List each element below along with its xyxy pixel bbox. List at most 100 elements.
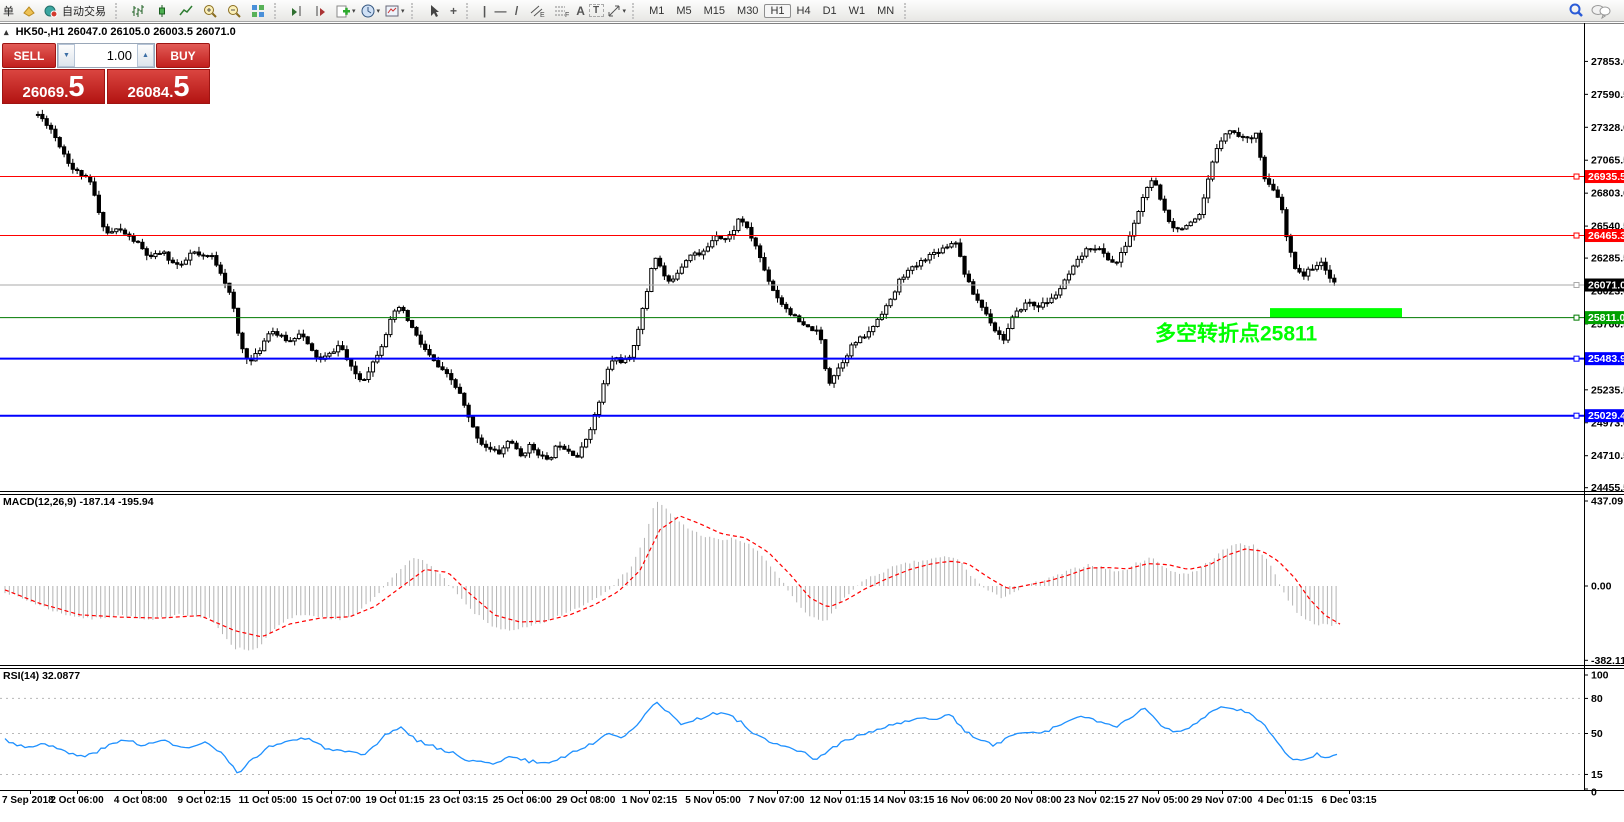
horizontal-price-lines[interactable]: 26935.5 26465.3 26071.0 25811.0 25483.9 25029…	[0, 170, 1624, 423]
timeframe-button-m1[interactable]: M1	[649, 4, 665, 17]
svg-text:25483.9: 25483.9	[1588, 353, 1624, 365]
clock-icon	[361, 4, 375, 17]
svg-text:0.00: 0.00	[1591, 581, 1612, 593]
chevron-down-icon[interactable]: ▾	[401, 7, 405, 15]
time-axis-tick	[713, 791, 714, 794]
macd-pane: MACD(12,26,9) -187.14 -195.94 437.09 0.00 -…	[3, 495, 1624, 666]
arrows-tool-button[interactable]: ▾	[604, 1, 629, 21]
toolbar-separator	[115, 2, 122, 19]
svg-text:25029.4: 25029.4	[1588, 410, 1624, 422]
one-click-trading-panel: SELL ▼ ▲ BUY 26069.5 26084.5	[2, 43, 210, 104]
svg-text:100: 100	[1591, 670, 1609, 682]
auto-scroll-icon[interactable]	[285, 1, 309, 21]
timeframe-button-h1[interactable]: H1	[764, 3, 791, 18]
timeframe-button-d1[interactable]: D1	[822, 4, 837, 17]
time-axis-tick	[1031, 791, 1032, 794]
templates-button[interactable]: ▾	[382, 1, 407, 21]
toolbar-right-group	[1564, 1, 1614, 21]
time-axis-label: 6 Dec 03:15	[1321, 795, 1377, 806]
vertical-line-tool-icon[interactable]: |	[482, 3, 487, 18]
fibonacci-tool-icon[interactable]: F	[549, 1, 573, 21]
time-axis-label: 27 Nov 05:00	[1127, 795, 1189, 806]
svg-text:26071.0: 26071.0	[1588, 280, 1624, 292]
price-axis-ticks: 27853.027590.527328.027065.526803.026540…	[1584, 56, 1624, 494]
time-axis-label: 23 Oct 03:15	[429, 795, 489, 806]
chat-icon[interactable]	[1588, 1, 1614, 21]
chart-canvas[interactable]: 27853.027590.527328.027065.526803.026540…	[0, 23, 1624, 822]
time-axis-label: 16 Nov 06:00	[936, 795, 998, 806]
periods-button[interactable]: ▾	[358, 1, 383, 21]
timeframe-button-w1[interactable]: W1	[848, 4, 866, 17]
search-icon[interactable]	[1564, 1, 1588, 21]
zoom-out-icon[interactable]	[222, 1, 246, 21]
svg-text:0: 0	[1591, 787, 1597, 799]
autotrading-button[interactable]: 自动交易	[41, 1, 111, 21]
volume-decrease-button[interactable]: ▼	[58, 44, 75, 67]
cursor-icon[interactable]	[422, 1, 446, 21]
timeframe-button-m30[interactable]: M30	[737, 4, 759, 17]
time-axis-label: 9 Oct 02:15	[177, 795, 231, 806]
chevron-down-icon[interactable]: ▾	[622, 7, 627, 15]
time-axis-label: 25 Oct 06:00	[492, 795, 552, 806]
timeframe-button-h4[interactable]: H4	[796, 4, 811, 17]
time-axis-tick	[77, 791, 78, 794]
svg-text:26285.5: 26285.5	[1591, 253, 1624, 265]
timeframe-button-m15[interactable]: M15	[703, 4, 726, 17]
trend-highlight[interactable]	[1270, 308, 1402, 318]
chart-shift-icon[interactable]	[309, 1, 333, 21]
trendline-tool-icon[interactable]: /	[514, 3, 519, 18]
svg-text:26803.0: 26803.0	[1591, 188, 1624, 200]
rsi-label: RSI(14) 32.0877	[3, 670, 80, 682]
toolbar-separator	[465, 2, 473, 19]
svg-text:F: F	[565, 12, 569, 19]
new-order-icon[interactable]	[17, 1, 41, 21]
time-axis-tick	[204, 791, 206, 794]
timeframe-button-mn[interactable]: MN	[877, 4, 895, 17]
candlestick-chart-icon[interactable]	[150, 1, 174, 21]
volume-increase-button[interactable]: ▲	[137, 44, 154, 67]
time-axis-tick	[903, 791, 905, 794]
buy-price-button[interactable]: 26084. 5	[107, 69, 210, 104]
tile-windows-icon[interactable]	[246, 1, 270, 21]
buy-button[interactable]: BUY	[156, 43, 210, 68]
horizontal-line-tool-icon[interactable]: —	[494, 3, 507, 18]
chevron-down-icon[interactable]: ▾	[352, 7, 356, 15]
sell-price-main: 26069	[22, 84, 65, 101]
volume-input[interactable]	[75, 44, 137, 67]
sell-price-button[interactable]: 26069. 5	[2, 69, 105, 104]
toolbar-separator	[410, 2, 418, 19]
bar-chart-icon[interactable]	[126, 1, 150, 21]
timeframe-button-m5[interactable]: M5	[676, 4, 692, 17]
time-axis-label: 4 Oct 08:00	[113, 795, 168, 806]
annotation-text[interactable]: 多空转折点25811	[1155, 322, 1318, 346]
time-axis-label: 12 Nov 01:15	[809, 795, 871, 806]
text-tool-icon[interactable]: A	[576, 3, 585, 18]
new-order-label[interactable]: 单	[3, 5, 14, 18]
indicators-button[interactable]: ▾	[333, 1, 358, 21]
zoom-in-icon[interactable]	[198, 1, 222, 21]
equidistant-channel-tool-icon[interactable]: E	[525, 1, 549, 21]
time-axis: 7 Sep 2018 2 Oct 06:00 4 Oct 08:00 9 Oct 02…	[0, 790, 1624, 822]
time-axis-tick	[1349, 791, 1350, 794]
candlesticks	[35, 109, 1337, 461]
time-axis-tick	[1221, 791, 1223, 794]
time-axis-label: 7 Nov 07:00	[748, 795, 805, 806]
svg-text:-382.11: -382.11	[1591, 655, 1624, 667]
sell-button[interactable]: SELL	[2, 43, 56, 68]
timeframe-toolbar: M1 M5 M15 M30 H1 H4 D1 W1 MN	[643, 3, 900, 18]
trade-panel-collapse-icon[interactable]: ▴	[4, 27, 9, 37]
text-label-tool-icon[interactable]: T	[588, 4, 604, 17]
volume-box: ▼ ▲	[57, 43, 155, 68]
buy-price-dot: .	[169, 84, 174, 101]
time-axis-tick	[1094, 791, 1096, 794]
toolbar-separator	[904, 2, 911, 19]
time-axis-tick	[967, 791, 969, 794]
crosshair-icon[interactable]: +	[450, 3, 458, 18]
chevron-down-icon[interactable]: ▾	[376, 7, 381, 15]
line-chart-icon[interactable]	[174, 1, 198, 21]
macd-label: MACD(12,26,9) -187.14 -195.94	[3, 496, 154, 508]
time-axis-tick	[30, 791, 31, 794]
toolbar-separator	[274, 2, 281, 19]
svg-text:27590.5: 27590.5	[1591, 89, 1624, 101]
svg-text:24455.5: 24455.5	[1591, 482, 1624, 494]
